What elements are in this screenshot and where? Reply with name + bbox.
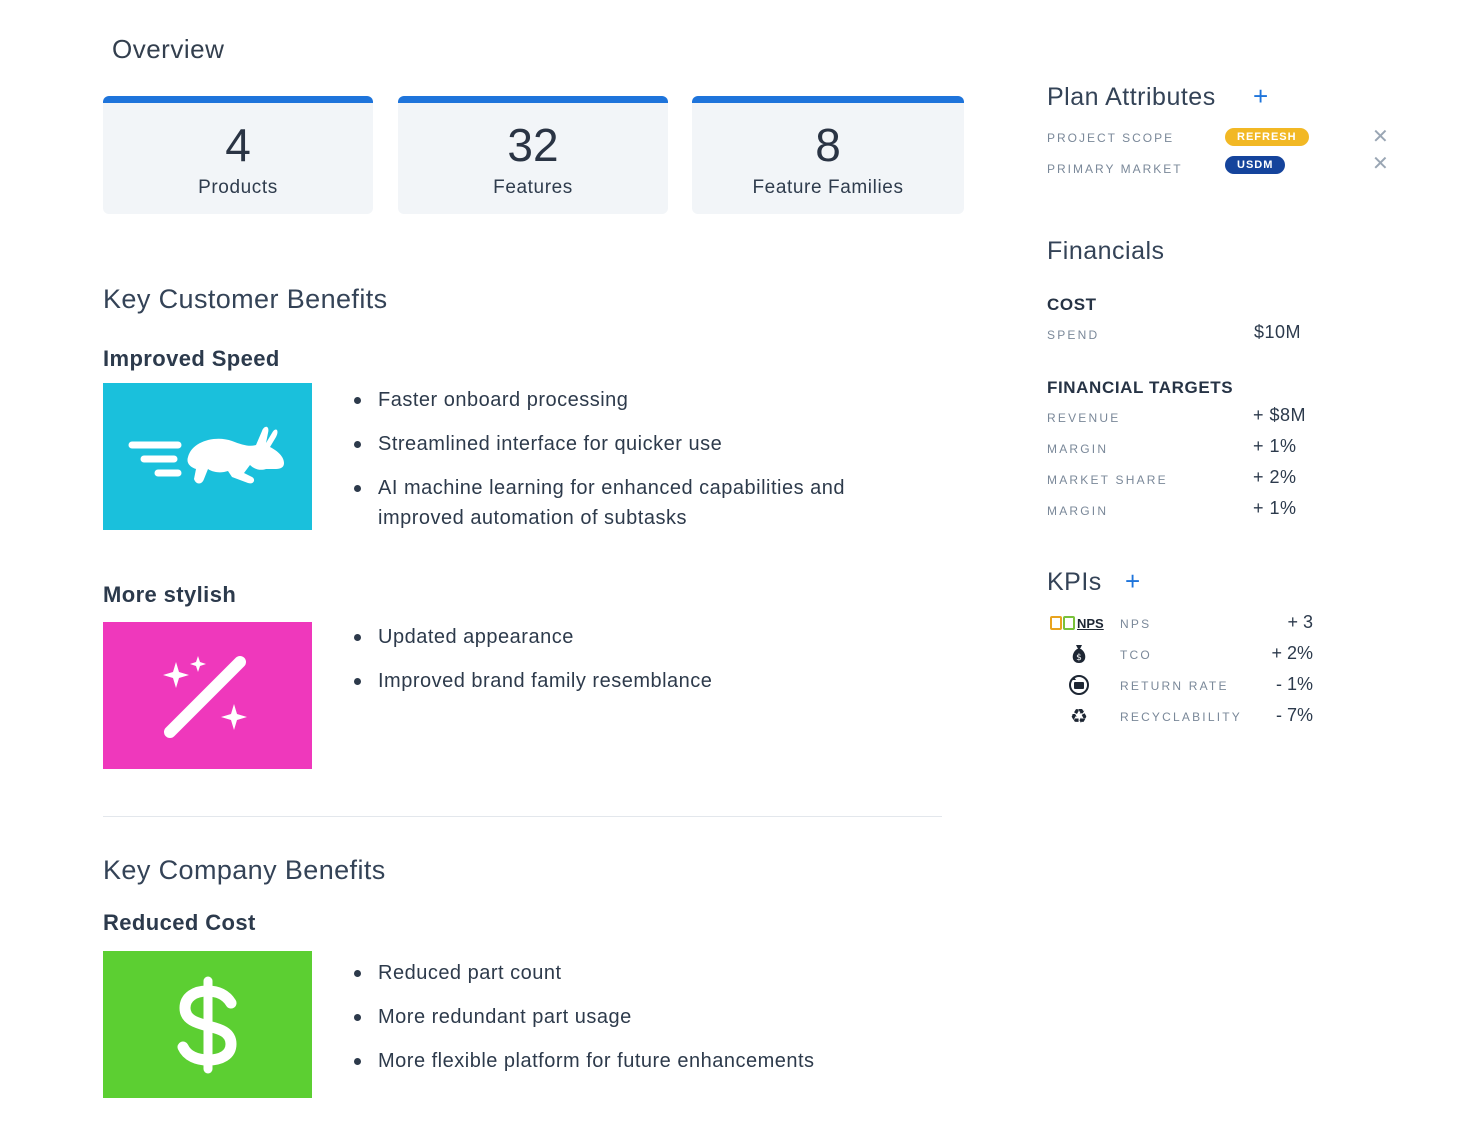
feature-families-stat-card[interactable]: 8 Feature Families: [692, 96, 964, 214]
stat-label: Features: [493, 177, 573, 198]
svg-text:$: $: [1076, 653, 1082, 663]
company-benefits-title: Key Company Benefits: [103, 855, 386, 885]
financial-value: + 1%: [1253, 436, 1297, 456]
close-icon: ✕: [1372, 153, 1389, 175]
attribute-label: PROJECT SCOPE: [1047, 131, 1175, 145]
plus-icon: +: [1253, 81, 1269, 111]
kpi-value: - 1%: [1275, 674, 1313, 694]
financial-label: SPEND: [1047, 328, 1100, 342]
remove-attribute-button[interactable]: ✕: [1372, 154, 1389, 174]
recycle-icon: ♻: [1070, 704, 1088, 728]
dollar-sign-icon: [177, 976, 237, 1073]
more-stylish-tile: [103, 622, 312, 769]
benefit-title-improved-speed: Improved Speed: [103, 346, 280, 371]
kpi-label: NPS: [1120, 617, 1152, 631]
running-rabbit-icon: [128, 426, 284, 483]
overview-title: Overview: [112, 34, 225, 64]
financial-value: + 1%: [1253, 498, 1297, 518]
benefit-title-more-stylish: More stylish: [103, 582, 237, 607]
attribute-label: PRIMARY MARKET: [1047, 162, 1183, 176]
add-plan-attribute-button[interactable]: +: [1253, 81, 1269, 111]
financial-value: + 2%: [1253, 467, 1297, 487]
nps-logo-icon: NPS: [1050, 614, 1108, 632]
section-divider: [103, 816, 942, 817]
financial-value: $10M: [1254, 322, 1302, 342]
cost-heading: COST: [1047, 295, 1097, 314]
list-item: AI machine learning for enhanced capabil…: [354, 473, 848, 533]
list-item: More redundant part usage: [354, 1002, 914, 1032]
improved-speed-bullets: Faster onboard processing Streamlined in…: [354, 385, 914, 547]
features-stat-card[interactable]: 32 Features: [398, 96, 668, 214]
return-rate-icon: [1068, 674, 1090, 696]
remove-attribute-button[interactable]: ✕: [1372, 127, 1389, 147]
list-item: Streamlined interface for quicker use: [354, 429, 914, 459]
products-stat-card[interactable]: 4 Products: [103, 96, 373, 214]
list-item: Improved brand family resemblance: [354, 666, 914, 696]
stat-value: 32: [507, 119, 559, 171]
improved-speed-tile: [103, 383, 312, 530]
add-kpi-button[interactable]: +: [1125, 566, 1141, 596]
kpi-value: - 7%: [1275, 705, 1313, 725]
list-item: Reduced part count: [354, 958, 914, 988]
kpi-label: RETURN RATE: [1120, 679, 1229, 693]
kpi-label: TCO: [1120, 648, 1152, 662]
magic-wand-icon: [162, 655, 247, 738]
list-item: Faster onboard processing: [354, 385, 914, 415]
benefit-title-reduced-cost: Reduced Cost: [103, 910, 256, 935]
financial-label: REVENUE: [1047, 411, 1121, 425]
more-stylish-bullets: Updated appearance Improved brand family…: [354, 622, 914, 710]
reduced-cost-bullets: Reduced part count More redundant part u…: [354, 958, 914, 1090]
list-item: More flexible platform for future enhanc…: [354, 1046, 914, 1076]
financials-title: Financials: [1047, 237, 1165, 265]
financial-label: MARGIN: [1047, 442, 1109, 456]
kpis-title: KPIs: [1047, 568, 1102, 596]
stat-label: Products: [198, 177, 278, 198]
stat-value: 4: [225, 119, 251, 171]
financial-value: + $8M: [1253, 405, 1307, 425]
financial-targets-heading: FINANCIAL TARGETS: [1047, 378, 1234, 397]
money-bag-icon: $: [1068, 643, 1090, 665]
reduced-cost-tile: [103, 951, 312, 1098]
list-item: Updated appearance: [354, 622, 914, 652]
stat-value: 8: [815, 119, 841, 171]
kpi-value: + 3: [1287, 612, 1313, 632]
close-icon: ✕: [1372, 126, 1389, 148]
customer-benefits-title: Key Customer Benefits: [103, 284, 388, 314]
stat-label: Feature Families: [752, 177, 904, 198]
plus-icon: +: [1125, 566, 1141, 596]
kpi-label: RECYCLABILITY: [1120, 710, 1242, 724]
attribute-badge: USDM: [1225, 156, 1286, 174]
plan-attributes-title: Plan Attributes: [1047, 83, 1216, 111]
financial-label: MARKET SHARE: [1047, 473, 1168, 487]
attribute-badge: REFRESH: [1225, 128, 1309, 146]
kpi-value: + 2%: [1271, 643, 1313, 663]
financial-label: MARGIN: [1047, 504, 1109, 518]
